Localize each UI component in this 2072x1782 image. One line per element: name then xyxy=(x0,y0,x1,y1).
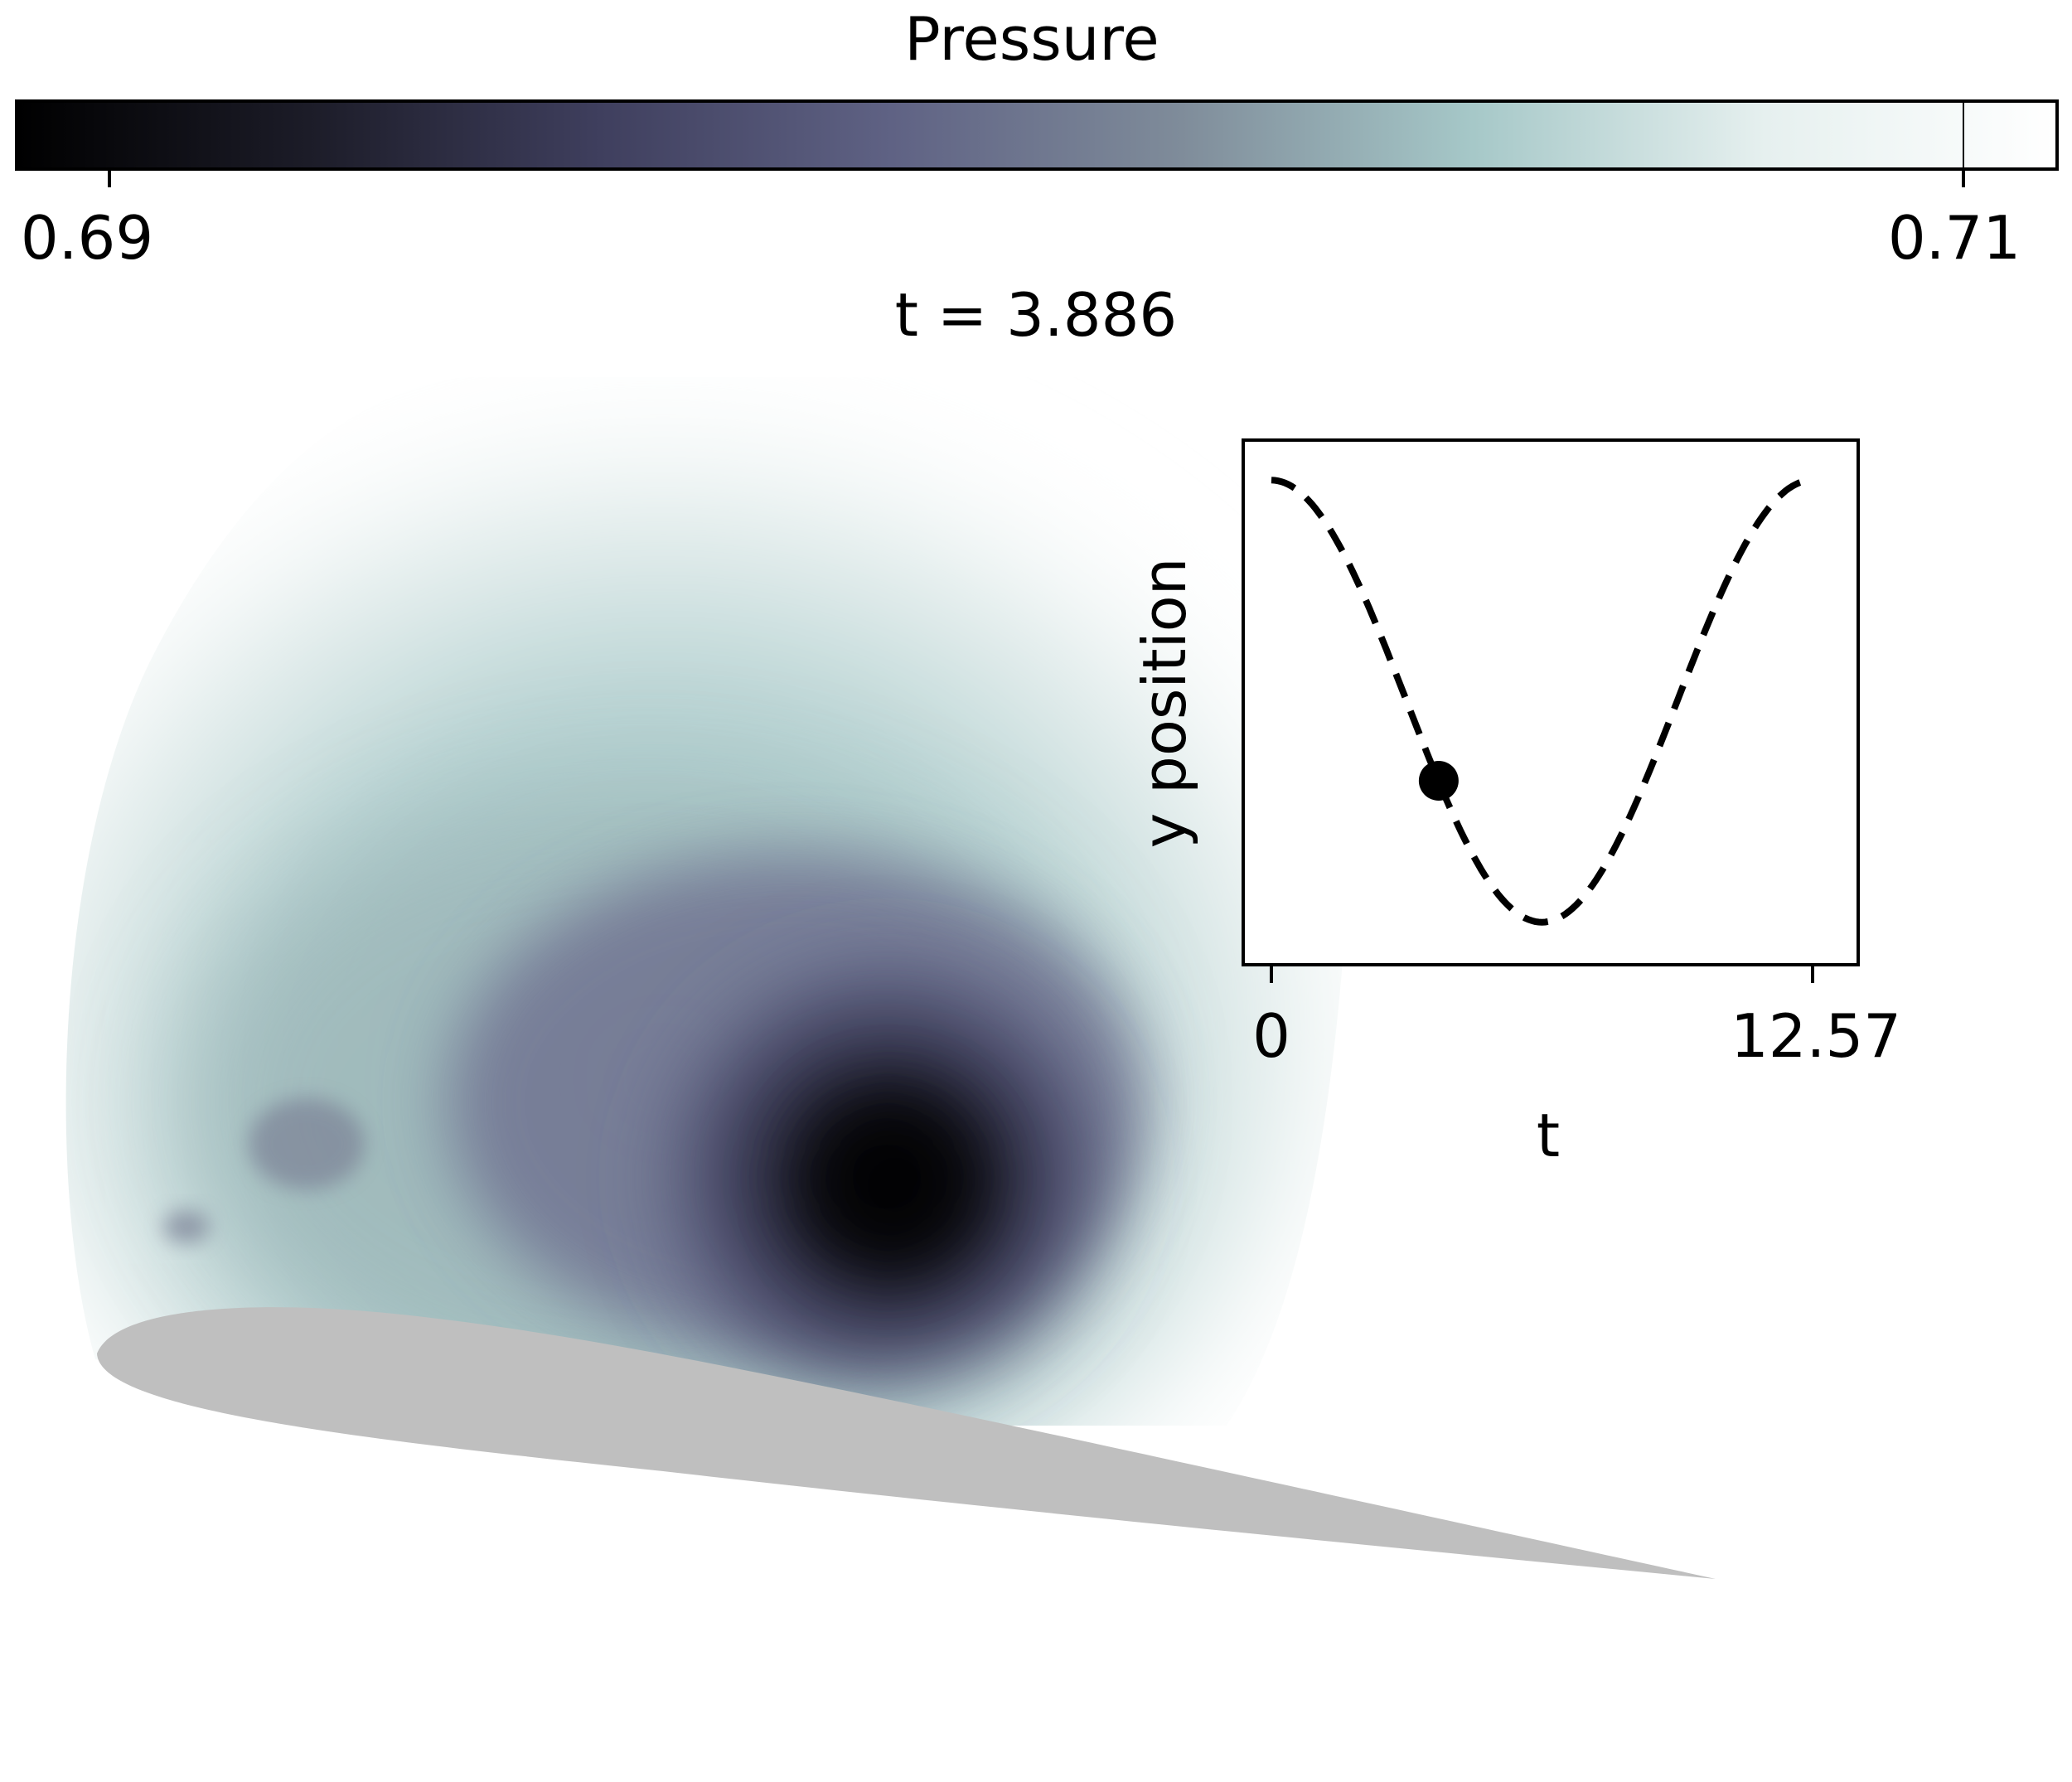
colorbar-min-label: 0.69 xyxy=(21,203,153,273)
airfoil xyxy=(97,1307,1716,1579)
inset-x-ticks xyxy=(1270,965,1814,983)
inset-x-axis-label: t xyxy=(1537,1101,1560,1170)
colorbar-strip xyxy=(15,99,2059,171)
colorbar-max-label: 0.71 xyxy=(1888,203,2021,273)
series-line-y-position xyxy=(1271,477,1813,926)
inset-tick-label-0: 0 xyxy=(1252,1001,1290,1071)
inset-frame xyxy=(1242,438,1860,966)
frame-title: t = 3.886 xyxy=(895,280,1177,350)
colorbar: Pressure 0.69 0.71 xyxy=(15,4,2059,273)
pressure-vortex-core xyxy=(804,1094,986,1276)
colorbar-title: Pressure xyxy=(904,4,1159,74)
inset-tick-label-1: 12.57 xyxy=(1731,1001,1901,1071)
pressure-blob-small xyxy=(249,1098,365,1189)
pressure-blob-tiny xyxy=(163,1210,210,1243)
inset-chart: 0 12.57 t y position xyxy=(1130,438,1901,1170)
inset-y-axis-label: y position xyxy=(1130,558,1199,849)
pressure-field xyxy=(65,377,1343,1426)
current-time-marker xyxy=(1418,761,1459,801)
